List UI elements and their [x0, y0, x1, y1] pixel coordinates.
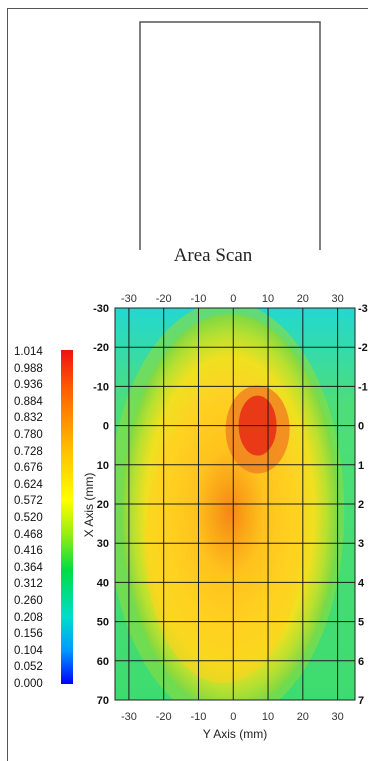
x-tick-label-top: -20 [156, 293, 172, 305]
y-tick-label: 60 [97, 656, 109, 668]
y-tick-label-right: 3 [358, 538, 364, 550]
x-tick-label: 10 [262, 711, 274, 723]
y-tick-label: 10 [97, 460, 109, 472]
colorbar-label: 0.156 [14, 628, 43, 641]
y-tick-label: 20 [97, 499, 109, 511]
y-axis-label: X Axis (mm) [82, 473, 96, 538]
colorbar-label: 0.260 [14, 594, 43, 607]
colorbar-label: 0.832 [14, 412, 43, 425]
y-tick-label: -20 [93, 342, 109, 354]
colorbar-label: 0.208 [14, 611, 43, 624]
x-tick-label-top: -10 [191, 293, 207, 305]
axes: -30-30-20-20-10-1000101020203030-30-20-1… [82, 293, 368, 741]
colorbar-label: 0.052 [14, 661, 43, 674]
colorbar [61, 350, 73, 684]
y-tick-label-right: 5 [358, 617, 364, 629]
x-tick-label-top: 10 [262, 293, 274, 305]
y-tick-label: 30 [97, 538, 109, 550]
heatmap-surface [115, 308, 355, 700]
colorbar-scale: 1.014 0.988 0.936 0.884 0.832 0.780 0.728 0.676… [14, 344, 74, 692]
colorbar-label: 0.728 [14, 445, 43, 458]
x-tick-label: -20 [156, 711, 172, 723]
colorbar-label: 0.572 [14, 495, 43, 508]
x-tick-label-top: 0 [230, 293, 236, 305]
colorbar-label: 0.000 [14, 677, 43, 690]
y-tick-label: 40 [97, 577, 109, 589]
colorbar-label: 0.780 [14, 428, 43, 441]
x-tick-label-top: 20 [297, 293, 309, 305]
chart-title: Area Scan [148, 244, 278, 270]
colorbar-label: 0.624 [14, 478, 43, 491]
image-frame [7, 8, 368, 761]
plot-border [114, 307, 356, 701]
colorbar-label: 0.468 [14, 528, 43, 541]
y-tick-label-right: 1 [358, 460, 364, 472]
x-axis-label: Y Axis (mm) [203, 727, 267, 741]
colorbar-label: 0.312 [14, 578, 43, 591]
y-tick-label: 70 [97, 695, 109, 707]
y-tick-label-right: -3 [358, 303, 368, 315]
colorbar-label: 0.676 [14, 462, 43, 475]
y-tick-label-right: 0 [358, 421, 364, 433]
y-tick-label: 50 [97, 617, 109, 629]
x-tick-label: -30 [121, 711, 137, 723]
y-tick-label-right: -1 [358, 381, 368, 393]
y-tick-label: -30 [93, 303, 109, 315]
y-tick-label-right: 2 [358, 499, 364, 511]
x-tick-label-top: 30 [331, 293, 343, 305]
y-tick-label-right: 6 [358, 656, 364, 668]
y-tick-label-right: 4 [358, 577, 365, 589]
colorbar-label: 1.014 [14, 346, 43, 358]
colorbar-label: 0.416 [14, 545, 43, 558]
colorbar-label: 0.884 [14, 395, 43, 408]
colorbar-label: 0.520 [14, 511, 43, 524]
x-tick-label: 20 [297, 711, 309, 723]
x-tick-label: -10 [191, 711, 207, 723]
x-tick-label: 0 [230, 711, 236, 723]
colorbar-label: 0.988 [14, 362, 43, 375]
y-tick-label: -10 [93, 381, 109, 393]
colorbar-label: 0.936 [14, 379, 43, 392]
y-tick-label-right: -2 [358, 342, 368, 354]
colorbar-label: 0.364 [14, 561, 43, 574]
colorbar-label: 0.104 [14, 644, 43, 657]
y-tick-label: 0 [103, 421, 109, 433]
x-tick-label-top: -30 [121, 293, 137, 305]
y-tick-label-right: 7 [358, 695, 364, 707]
x-tick-label: 30 [331, 711, 343, 723]
